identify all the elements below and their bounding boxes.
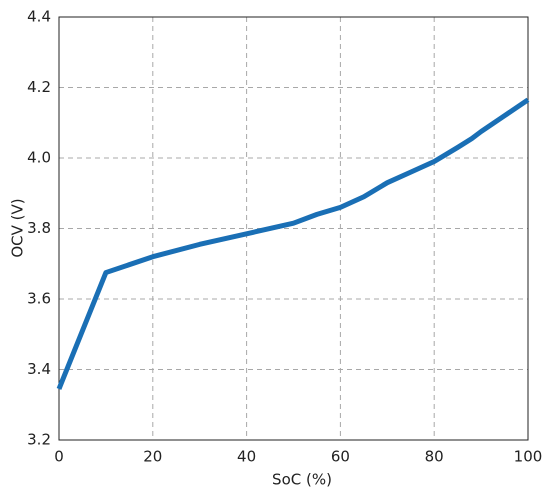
x-tick-label: 60	[331, 448, 350, 466]
x-tick-label: 100	[514, 448, 543, 466]
y-tick-label: 4.4	[27, 8, 51, 26]
data-line	[56, 97, 530, 390]
x-tick-label: 20	[143, 448, 162, 466]
x-tick-label: 40	[237, 448, 256, 466]
plot-frame	[58, 16, 529, 441]
y-tick-label: 3.4	[27, 360, 51, 378]
x-tick-label: 80	[425, 448, 444, 466]
y-tick-label: 3.6	[27, 290, 51, 308]
y-axis-label: OCV (V)	[9, 198, 27, 257]
y-tick-label: 3.8	[27, 219, 51, 237]
x-axis-label: SoC (%)	[272, 471, 332, 489]
y-tick-label: 4.2	[27, 78, 51, 96]
y-tick-label: 3.2	[27, 431, 51, 449]
y-tick-label: 4.0	[27, 149, 51, 167]
x-tick-label: 0	[54, 448, 64, 466]
